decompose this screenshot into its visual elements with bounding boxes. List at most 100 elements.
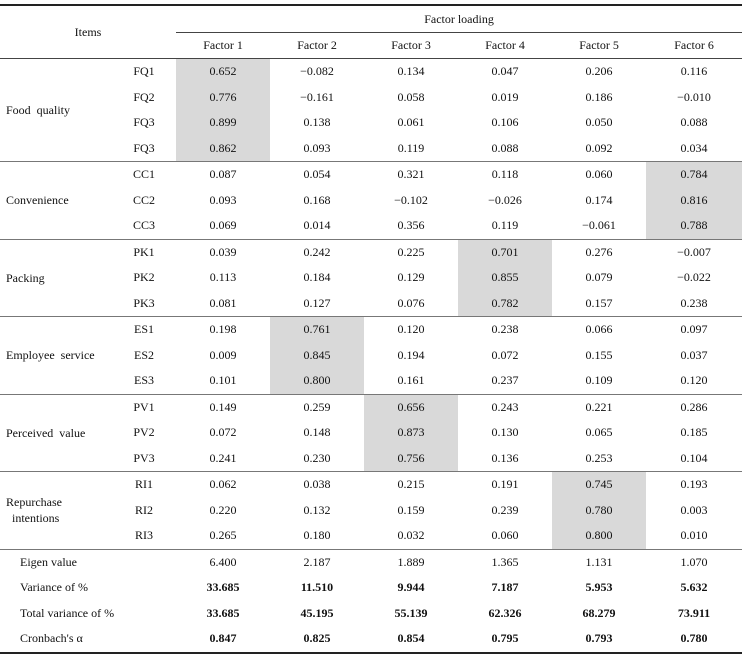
item-code: ES2 — [134, 347, 155, 362]
stat-value: 1.365 — [458, 548, 553, 575]
item-code: ES3 — [134, 373, 155, 388]
loading-value: 0.241 — [209, 450, 237, 465]
table-row: Employee service ES1 0.198 0.761 0.120 0.238 0… — [0, 316, 743, 394]
loading-value: 0.652 — [176, 58, 271, 85]
item-group-label: Convenience — [0, 161, 112, 239]
table-row: Convenience CC1 0.087 0.054 0.321 0.118 0.060 0… — [0, 161, 743, 239]
table-row: RI3 0.265 0.180 0.032 0.060 0.800 0.010 — [0, 523, 742, 549]
stat-value: 33.685 — [206, 605, 240, 620]
loading-value: 0.119 — [397, 140, 425, 155]
loading-value: 0.230 — [303, 450, 331, 465]
loading-value: 0.873 — [364, 420, 459, 446]
loading-value: 0.009 — [209, 347, 237, 362]
stat-label: Total variance of % — [20, 605, 115, 620]
loading-value: 0.761 — [270, 316, 365, 343]
loading-value: 0.119 — [491, 218, 519, 233]
loading-value: 0.034 — [680, 140, 708, 155]
loading-value: −0.061 — [582, 218, 616, 233]
table-row: ES2 0.009 0.845 0.194 0.072 0.155 0.037 — [0, 342, 742, 368]
stat-value: 0.847 — [176, 626, 271, 654]
loading-value: 0.148 — [303, 425, 331, 440]
loading-value: 0.069 — [209, 218, 237, 233]
loading-value: 0.243 — [458, 393, 553, 420]
loading-value: 0.784 — [646, 161, 743, 188]
loading-value: 0.097 — [646, 316, 743, 343]
factor-header: Factor 1 — [176, 32, 271, 59]
loading-value: 0.816 — [646, 187, 743, 213]
loading-value: 0.253 — [585, 450, 613, 465]
stat-value: 0.825 — [270, 626, 365, 654]
loading-value: 0.060 — [552, 161, 647, 188]
item-code: RI3 — [135, 528, 153, 543]
loading-value: 0.019 — [491, 89, 519, 104]
item-group-label: Food quality — [6, 102, 71, 117]
loading-value: 0.087 — [176, 161, 271, 188]
loading-value: 0.113 — [209, 270, 237, 285]
loading-value: 0.136 — [491, 450, 519, 465]
item-code: PV3 — [133, 450, 155, 465]
loading-value: −0.026 — [488, 192, 522, 207]
loading-value: 0.780 — [552, 497, 647, 523]
item-code: RI1 — [112, 471, 177, 498]
loading-value: 0.238 — [680, 295, 708, 310]
table-row: RI2 0.220 0.132 0.159 0.239 0.780 0.003 — [0, 497, 742, 523]
loading-value: 0.191 — [458, 471, 553, 498]
loading-value: 0.066 — [552, 316, 647, 343]
table-row: CC2 0.093 0.168 −0.102 −0.026 0.174 0.816 — [0, 187, 743, 213]
loading-value: 0.239 — [491, 502, 519, 517]
loading-value: 0.072 — [491, 347, 519, 362]
loading-value: −0.022 — [677, 270, 711, 285]
loading-value: 0.782 — [458, 290, 553, 317]
loading-value: 0.127 — [303, 295, 331, 310]
stat-value: 0.854 — [364, 626, 459, 654]
loading-value: 0.756 — [364, 445, 459, 472]
loading-value: 0.186 — [585, 89, 613, 104]
loading-value: 0.185 — [680, 425, 708, 440]
table-row: Perceived value PV1 0.149 0.259 0.656 0.243 0.… — [0, 393, 743, 472]
stat-value: 1.070 — [646, 548, 743, 575]
stat-value: 5.632 — [680, 580, 708, 595]
loading-value: 0.225 — [364, 238, 459, 265]
item-code: PK3 — [133, 295, 155, 310]
stat-value: 55.139 — [394, 605, 428, 620]
loading-value: 0.855 — [458, 265, 553, 291]
item-code: PV1 — [112, 393, 177, 420]
loading-value: 0.050 — [585, 115, 613, 130]
loading-value: 0.206 — [585, 64, 613, 79]
loading-value: 0.104 — [680, 450, 708, 465]
loading-value: 0.168 — [303, 192, 331, 207]
stat-value: 1.889 — [364, 548, 459, 575]
loading-value: −0.102 — [394, 192, 428, 207]
loading-value: 0.845 — [270, 342, 365, 368]
stat-value: 7.187 — [491, 580, 519, 595]
table-row: CC3 0.069 0.014 0.356 0.119 −0.061 0.788 — [0, 213, 743, 239]
loading-value: 0.132 — [303, 502, 331, 517]
stat-value: 0.780 — [646, 626, 743, 654]
loading-value: 0.242 — [270, 238, 365, 265]
loading-value: 0.038 — [270, 471, 365, 498]
item-code: FQ3 — [133, 115, 155, 130]
loading-value: −0.161 — [300, 89, 334, 104]
table-row: PV3 0.241 0.230 0.756 0.136 0.253 0.104 — [0, 445, 742, 472]
loading-value: 0.194 — [397, 347, 425, 362]
loading-value: 0.130 — [491, 425, 519, 440]
loading-value: 0.058 — [397, 89, 425, 104]
loading-value: 0.088 — [491, 140, 519, 155]
item-code: FQ2 — [133, 89, 155, 104]
loading-value: 0.088 — [680, 115, 708, 130]
stat-row: Variance of % 33.685 11.510 9.944 7.187 5.953… — [0, 575, 742, 601]
item-code: CC1 — [112, 161, 177, 188]
loading-value: 0.047 — [491, 64, 519, 79]
factor-header: Factor 6 — [646, 32, 743, 59]
loading-value: −0.007 — [646, 238, 743, 265]
factor-header: Factor 4 — [458, 32, 553, 59]
stat-value: 68.279 — [582, 605, 616, 620]
loading-value: 0.093 — [303, 140, 331, 155]
loading-value: 0.037 — [680, 347, 708, 362]
table-row: PV2 0.072 0.148 0.873 0.130 0.065 0.185 — [0, 420, 742, 446]
item-code: FQ1 — [133, 64, 155, 79]
loading-value: 0.081 — [209, 295, 237, 310]
table-row: PK2 0.113 0.184 0.129 0.855 0.079 −0.022 — [0, 265, 742, 291]
loading-value: −0.010 — [677, 89, 711, 104]
loading-value: 0.800 — [270, 368, 365, 394]
